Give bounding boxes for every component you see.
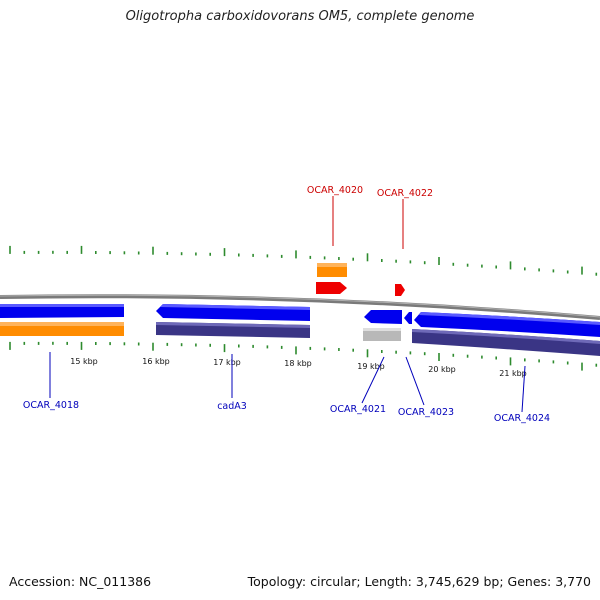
gene-arrow-ocar-4022[interactable] — [395, 284, 405, 296]
scale-label: 15 kbp — [70, 357, 98, 366]
scale-label: 16 kbp — [142, 357, 170, 366]
gene-label-ocar-4018[interactable]: OCAR_4018 — [23, 400, 79, 411]
grey-bar-ocar-4021[interactable] — [363, 328, 401, 341]
genome-backbone — [0, 294, 600, 320]
scale-labels: 15 kbp 16 kbp 17 kbp 18 kbp 19 kbp 20 kb… — [70, 357, 527, 378]
scale-label: 21 kbp — [499, 369, 527, 378]
annotation-bar-ocar-4024[interactable] — [412, 329, 600, 356]
leader-line-ocar-4023 — [405, 356, 425, 406]
gene-arrow-ocar-4021[interactable] — [364, 310, 402, 324]
gene-label-ocar-4021[interactable]: OCAR_4021 — [330, 404, 386, 415]
gene-arrow-ocar-4023[interactable] — [404, 312, 412, 324]
gene-label-ocar-4020[interactable]: OCAR_4020 — [307, 185, 363, 196]
scale-label: 19 kbp — [357, 362, 385, 371]
map-title: Oligotropha carboxidovorans OM5, complet… — [125, 9, 475, 24]
leader-line-ocar-4024 — [521, 365, 526, 413]
leader-line-ocar-4021 — [361, 356, 385, 404]
gene-label-ocar-4022[interactable]: OCAR_4022 — [377, 188, 433, 199]
gene-arrow-ocar-4018[interactable] — [0, 304, 124, 318]
gene-arrow-ocar-4024[interactable] — [414, 312, 600, 337]
accession-text: Accession: NC_011386 — [9, 574, 152, 589]
topology-summary: Topology: circular; Length: 3,745,629 bp… — [247, 574, 591, 589]
scale-label: 20 kbp — [428, 365, 456, 374]
scale-label: 18 kbp — [284, 359, 312, 368]
gene-label-ocar-4023[interactable]: OCAR_4023 — [398, 407, 454, 418]
gene-label-ocar-4024[interactable]: OCAR_4024 — [494, 413, 550, 424]
gene-label-cadA3[interactable]: cadA3 — [217, 401, 247, 412]
bottom-tick-row — [9, 341, 598, 371]
gene-arrow-ocar-4020[interactable] — [316, 282, 347, 294]
scale-label: 17 kbp — [213, 358, 241, 367]
top-tick-row — [9, 245, 598, 276]
